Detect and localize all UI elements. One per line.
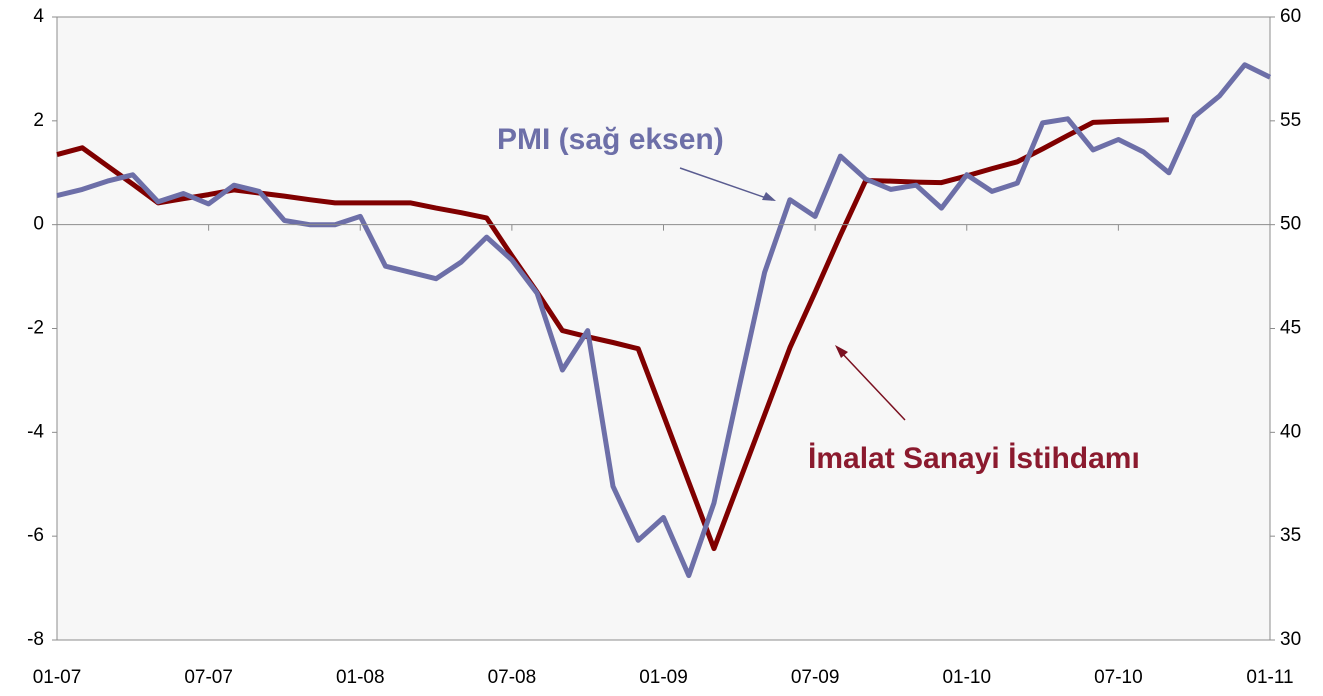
y-tick-label: -8 bbox=[27, 629, 44, 650]
series-line bbox=[56, 62, 1272, 579]
y-tick-label: -2 bbox=[27, 318, 44, 339]
y-tick-label: -6 bbox=[27, 525, 44, 546]
y2-tick-label: 60 bbox=[1280, 6, 1301, 27]
x-tick-label: 07-10 bbox=[1094, 667, 1143, 688]
annotation: İmalat Sanayi İstihdamı bbox=[808, 442, 1140, 475]
arrow-head bbox=[762, 192, 776, 201]
x-tick-label: 07-09 bbox=[791, 667, 840, 688]
annotation: PMI (sağ eksen) bbox=[497, 123, 724, 156]
plot-area bbox=[56, 16, 1271, 641]
y2-tick-label: 55 bbox=[1280, 110, 1301, 131]
x-tick-label: 07-08 bbox=[488, 667, 537, 688]
x-tick-label: 01-07 bbox=[33, 667, 82, 688]
arrow bbox=[679, 167, 773, 201]
y-tick-label: 2 bbox=[33, 110, 44, 131]
y2-tick-label: 35 bbox=[1280, 525, 1301, 546]
y2-tick-label: 40 bbox=[1280, 421, 1301, 442]
x-tick-label: 01-09 bbox=[639, 667, 688, 688]
y2-tick-label: 50 bbox=[1280, 214, 1301, 235]
x-tick-label: 07-07 bbox=[184, 667, 233, 688]
y2-tick-label: 30 bbox=[1280, 629, 1301, 650]
y-tick-label: 4 bbox=[33, 6, 44, 27]
y-tick-label: 0 bbox=[33, 214, 44, 235]
x-tick-label: 01-10 bbox=[942, 667, 991, 688]
x-tick-label: 01-11 bbox=[1246, 667, 1293, 688]
x-tick-label: 01-08 bbox=[336, 667, 385, 688]
series-line bbox=[56, 117, 1169, 552]
arrow bbox=[839, 350, 906, 421]
arrow-head bbox=[835, 345, 848, 358]
y-tick-label: -4 bbox=[27, 421, 44, 442]
y2-tick-label: 45 bbox=[1280, 318, 1301, 339]
